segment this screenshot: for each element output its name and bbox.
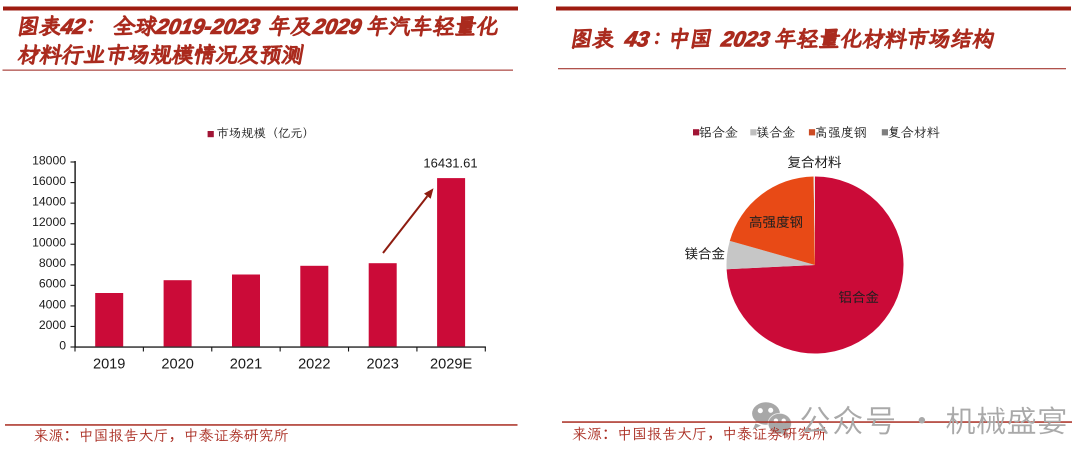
svg-text:6000: 6000 (39, 277, 66, 291)
svg-text:4000: 4000 (39, 297, 66, 311)
svg-text:2029E: 2029E (430, 357, 472, 373)
svg-text:2000: 2000 (39, 318, 66, 332)
svg-text:2021: 2021 (230, 357, 262, 373)
svg-text:2023: 2023 (366, 357, 398, 373)
svg-text:10000: 10000 (32, 236, 66, 250)
svg-text:2019: 2019 (93, 357, 125, 373)
svg-text:0: 0 (59, 338, 66, 352)
svg-text:14000: 14000 (32, 195, 66, 209)
svg-text:18000: 18000 (32, 153, 66, 167)
svg-text:16431.61: 16431.61 (423, 156, 477, 171)
svg-text:12000: 12000 (32, 215, 66, 229)
svg-text:2020: 2020 (161, 357, 193, 373)
svg-text:2022: 2022 (298, 357, 330, 373)
svg-text:16000: 16000 (32, 174, 66, 188)
svg-text:8000: 8000 (39, 256, 66, 270)
